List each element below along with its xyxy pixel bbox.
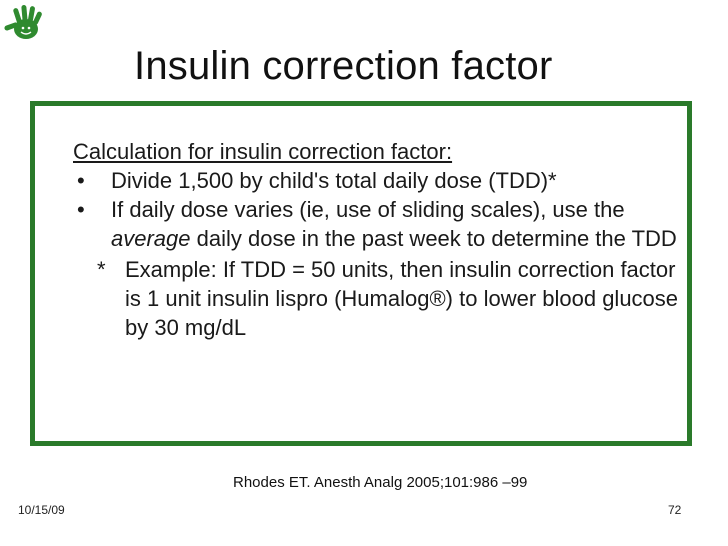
bullet-dot: •: [77, 168, 85, 193]
slide-date: 10/15/09: [18, 503, 65, 517]
box-heading: Calculation for insulin correction facto…: [73, 139, 453, 164]
bullet-text-2-start: If daily dose varies (ie, use of sliding…: [111, 197, 625, 222]
page-number: 72: [668, 503, 682, 517]
example-note-text: Example: If TDD = 50 units, then insulin…: [125, 257, 679, 340]
bullet-text-1: Divide 1,500 by child's total daily dose…: [111, 168, 557, 193]
slide-title: Insulin correction factor: [134, 44, 553, 88]
bullet-item-2: • If daily dose varies (ie, use of slidi…: [73, 195, 681, 253]
asterisk-marker: *: [97, 257, 106, 282]
content-box: Calculation for insulin correction facto…: [30, 101, 692, 446]
citation: Rhodes ET. Anesth Analg 2005;101:986 –99: [233, 474, 528, 491]
bullet-text-2-end: daily dose in the past week to determine…: [190, 226, 677, 251]
bullet-text-2-emphasis: average: [111, 226, 191, 251]
bullet-dot: •: [77, 197, 85, 222]
content-text: Calculation for insulin correction facto…: [73, 137, 681, 342]
hand-print-icon: [2, 2, 56, 46]
bullet-item-1: • Divide 1,500 by child's total daily do…: [73, 166, 681, 195]
example-note: * Example: If TDD = 50 units, then insul…: [73, 255, 681, 342]
